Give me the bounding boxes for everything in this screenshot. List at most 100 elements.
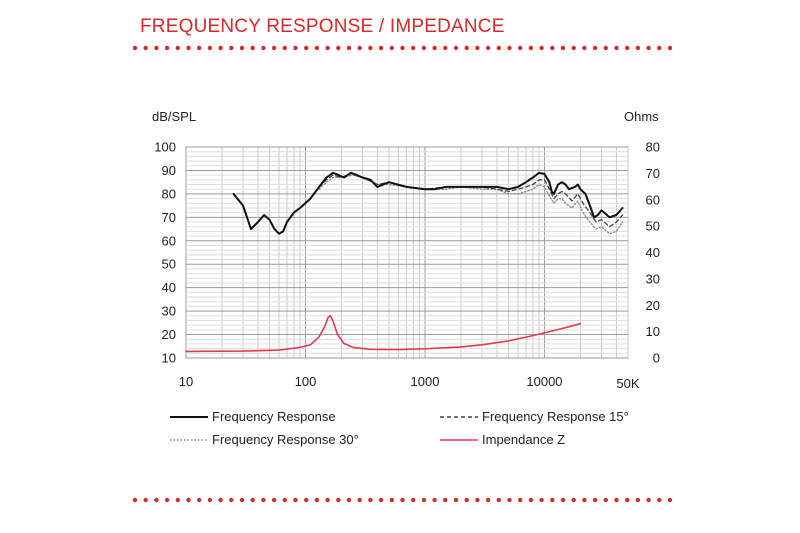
y-tick-label: 80: [162, 186, 176, 201]
y2-tick-label: 80: [646, 140, 660, 155]
divider-dot: [592, 497, 598, 503]
divider-dot: [657, 497, 662, 503]
divider-dot: [239, 497, 245, 503]
divider-dot: [582, 45, 587, 51]
divider-dot: [421, 497, 427, 503]
divider-dot: [550, 45, 555, 51]
divider-dot: [432, 497, 437, 503]
divider-dot: [582, 497, 587, 503]
divider-dot: [293, 45, 298, 51]
divider-dot: [218, 497, 223, 503]
divider-dot: [132, 45, 138, 51]
divider-dot: [175, 497, 180, 503]
divider-dot: [625, 497, 630, 503]
left-axis-title: dB/SPL: [152, 109, 197, 124]
divider-dot: [207, 45, 213, 51]
divider-dot: [314, 45, 320, 51]
divider-dot: [143, 497, 148, 503]
right-axis-title: Ohms: [624, 109, 659, 124]
divider-dot: [357, 497, 362, 503]
divider-dot: [443, 45, 448, 51]
divider-dot: [175, 45, 180, 51]
divider-dot: [271, 45, 277, 51]
divider-dot: [485, 497, 491, 503]
divider-dot: [239, 45, 245, 51]
divider-dot: [229, 45, 234, 51]
divider-dot: [635, 45, 641, 51]
divider-dot: [411, 45, 416, 51]
section-title: FREQUENCY RESPONSE / IMPEDANCE: [140, 16, 505, 37]
y2-tick-label: 20: [646, 298, 660, 313]
divider-dot: [411, 497, 416, 503]
divider-dot: [464, 45, 469, 51]
y2-tick-label: 0: [653, 351, 660, 366]
divider-dot: [507, 45, 512, 51]
x-tick-label: 1000: [411, 374, 440, 389]
y2-tick-label: 70: [646, 166, 660, 181]
divider-dot: [229, 497, 234, 503]
legend-label: Frequency Response: [212, 409, 336, 424]
divider-dot: [207, 497, 213, 503]
y-tick-label: 10: [162, 351, 176, 366]
grid: [185, 146, 629, 359]
divider-dot: [336, 45, 341, 51]
divider-dot: [271, 497, 277, 503]
divider-dot: [592, 45, 598, 51]
divider-dot: [453, 497, 459, 503]
divider-dot: [603, 497, 608, 503]
x-tick-label: 10000: [526, 374, 562, 389]
divider-dot: [539, 497, 544, 503]
divider-dot: [485, 45, 491, 51]
divider-dot: [443, 497, 448, 503]
y2-tick-label: 50: [646, 219, 660, 234]
divider-dot: [560, 497, 566, 503]
divider-dot: [475, 497, 480, 503]
divider-dot: [550, 497, 555, 503]
y2-tick-label: 40: [646, 245, 660, 260]
y-tick-label: 100: [154, 140, 176, 155]
divider-dot: [496, 45, 501, 51]
divider-dot: [528, 497, 534, 503]
series-line-2: [318, 172, 624, 228]
divider-dot: [378, 497, 384, 503]
divider-dot: [539, 45, 544, 51]
y-tick-label: 20: [162, 327, 176, 342]
divider-dot: [432, 45, 437, 51]
divider-dot: [646, 45, 651, 51]
divider-dot: [400, 497, 405, 503]
divider-dot: [357, 45, 362, 51]
divider-dot: [293, 497, 298, 503]
divider-dot: [250, 45, 255, 51]
divider-dot: [453, 45, 459, 51]
divider-dot: [496, 497, 501, 503]
divider-dot: [336, 497, 341, 503]
divider-dot: [667, 45, 672, 51]
divider-dot: [389, 45, 394, 51]
divider-dot: [603, 45, 608, 51]
divider-dot: [186, 497, 191, 503]
top-dotted-divider: [132, 45, 672, 51]
divider-dot: [282, 497, 287, 503]
divider-dot: [132, 497, 138, 503]
divider-dot: [389, 497, 394, 503]
divider-dot: [346, 45, 352, 51]
x-tick-label: 50K: [616, 376, 639, 391]
divider-dot: [368, 497, 373, 503]
divider-dot: [667, 497, 672, 503]
y-tick-label: 70: [162, 210, 176, 225]
divider-dot: [154, 497, 159, 503]
divider-dot: [304, 497, 309, 503]
divider-dot: [261, 45, 266, 51]
y-tick-label: 60: [162, 233, 176, 248]
divider-dot: [368, 45, 373, 51]
divider-dot: [164, 497, 170, 503]
divider-dot: [325, 497, 330, 503]
divider-dot: [614, 497, 619, 503]
divider-dot: [646, 497, 651, 503]
x-tick-label: 10: [179, 374, 193, 389]
divider-dot: [518, 45, 523, 51]
divider-dot: [261, 497, 266, 503]
divider-dot: [218, 45, 223, 51]
divider-dot: [560, 45, 566, 51]
